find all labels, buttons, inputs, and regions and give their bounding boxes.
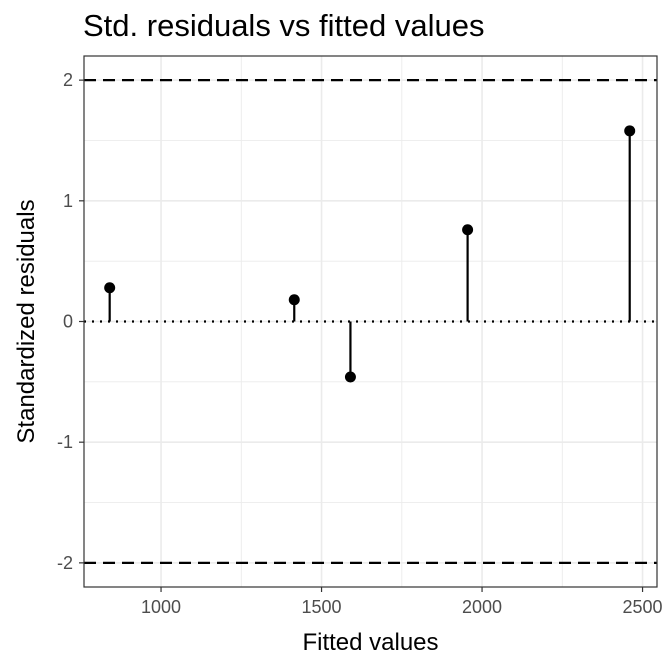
y-tick-label: 2 <box>63 70 73 90</box>
data-point <box>462 224 474 236</box>
x-tick-label: 2000 <box>462 597 502 617</box>
reference-lines <box>84 79 657 564</box>
x-tick-label: 1000 <box>141 597 181 617</box>
data-point <box>288 294 300 306</box>
data-point <box>104 282 116 294</box>
x-tick-label: 2500 <box>623 597 663 617</box>
data-point <box>624 125 636 137</box>
y-axis-ticks: -2 -1 0 1 2 <box>57 70 84 573</box>
y-axis-title: Standardized residuals <box>13 199 40 443</box>
x-tick-label: 1500 <box>302 597 342 617</box>
y-tick-label: 1 <box>63 191 73 211</box>
y-tick-label: -1 <box>57 432 73 452</box>
x-axis-title: Fitted values <box>302 629 438 656</box>
y-tick-label: -2 <box>57 553 73 573</box>
y-tick-label: 0 <box>63 312 73 332</box>
residual-stems <box>108 130 631 378</box>
grid-major <box>84 56 657 587</box>
residual-points <box>104 125 636 383</box>
x-axis-ticks: 1000 1500 2000 2500 <box>141 587 663 617</box>
data-point <box>344 371 356 383</box>
chart-title: Std. residuals vs fitted values <box>83 8 485 43</box>
